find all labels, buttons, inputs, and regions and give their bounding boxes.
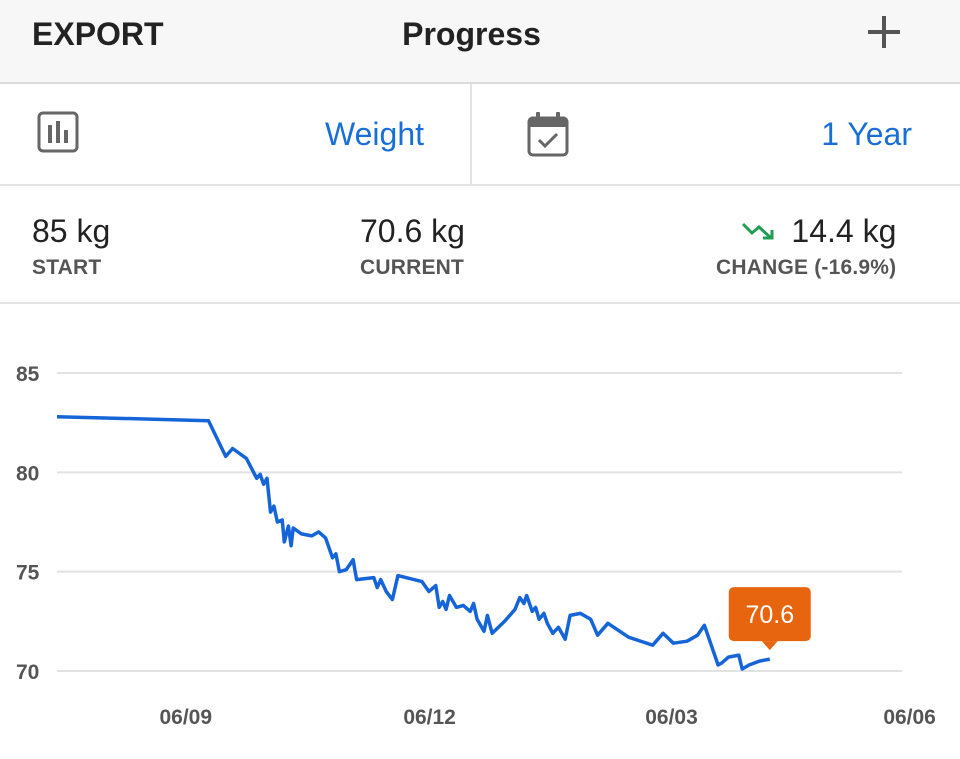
change-value: 14.4 kg	[791, 213, 897, 249]
stats-row: 85 kg START 70.6 kg CURRENT 14.4 kg CHAN…	[0, 186, 960, 304]
current-label: CURRENT	[360, 256, 465, 279]
change-label: CHANGE (-16.9%)	[716, 256, 897, 279]
top-bar: EXPORT Progress	[0, 0, 960, 84]
current-value: 70.6 kg	[360, 213, 465, 249]
calendar-check-icon	[526, 110, 570, 163]
current-stat: 70.6 kg CURRENT	[360, 212, 465, 280]
start-value: 85 kg	[32, 213, 111, 249]
value-tooltip	[728, 587, 811, 642]
range-label: 1 Year	[821, 116, 912, 152]
y-tick-label: 70	[16, 661, 39, 684]
y-tick-label: 85	[16, 363, 40, 386]
export-button[interactable]: EXPORT	[32, 16, 164, 52]
trend-down-icon	[742, 222, 774, 240]
metric-label: Weight	[324, 116, 424, 152]
selector-row: Weight 1 Year	[0, 84, 960, 186]
tooltip-pointer	[761, 641, 778, 651]
x-tick-label: 06/09	[159, 706, 212, 729]
x-tick-label: 06/03	[645, 706, 698, 729]
x-tick-label: 06/12	[403, 706, 456, 729]
range-selector[interactable]: 1 Year	[472, 84, 960, 184]
change-stat: 14.4 kg CHANGE (-16.9%)	[716, 212, 896, 280]
weight-chart: 85 80 75 70 06/09 06/12 06/03 06/06 70.6	[0, 306, 960, 759]
page-title: Progress	[402, 16, 541, 52]
metric-selector[interactable]: Weight	[0, 84, 470, 184]
plus-icon[interactable]	[866, 14, 902, 50]
start-label: START	[32, 256, 102, 279]
start-stat: 85 kg START	[32, 212, 110, 280]
y-tick-label: 75	[16, 562, 40, 585]
series-line	[56, 414, 771, 671]
selector-divider	[470, 84, 472, 184]
tooltip-label: 70.6	[745, 601, 794, 629]
chart-svg: 85 80 75 70 06/09 06/12 06/03 06/06 70.6	[16, 363, 936, 729]
y-tick-label: 80	[16, 462, 39, 485]
x-tick-label: 06/06	[883, 706, 936, 729]
bar-chart-icon	[36, 110, 80, 159]
